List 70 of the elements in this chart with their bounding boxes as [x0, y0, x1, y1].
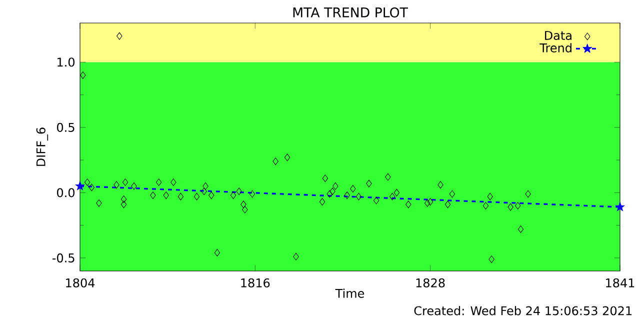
point — [406, 200, 412, 208]
point — [88, 184, 95, 192]
point — [114, 181, 120, 189]
y-axis-title: DIFF_6 — [36, 128, 48, 166]
point — [389, 192, 396, 200]
point — [385, 173, 391, 181]
y-tick-label: 0.5 — [57, 122, 74, 132]
point — [488, 256, 494, 263]
legend-label: Trend — [540, 43, 572, 52]
point — [120, 200, 127, 208]
y-tick-label: -0.5 — [52, 253, 74, 262]
chart-title: MTA TREND PLOT — [293, 7, 408, 18]
point — [438, 181, 444, 189]
point — [202, 182, 208, 190]
point — [444, 200, 451, 208]
point — [356, 192, 362, 200]
point — [427, 198, 434, 206]
point — [508, 203, 514, 211]
point — [201, 188, 207, 196]
point — [150, 192, 156, 200]
point — [242, 206, 248, 214]
point — [366, 180, 372, 188]
point — [236, 188, 242, 196]
point — [249, 190, 256, 198]
point — [514, 202, 521, 210]
point — [116, 32, 122, 40]
x-tick-label: 1816 — [241, 278, 270, 288]
point — [332, 182, 338, 190]
legend-label: Data — [545, 31, 572, 40]
point — [373, 196, 380, 204]
point — [156, 178, 162, 186]
x-axis-title: Time — [335, 288, 364, 298]
point — [120, 195, 127, 203]
point — [449, 190, 456, 198]
point — [487, 192, 493, 200]
point — [170, 178, 176, 186]
point — [344, 192, 350, 200]
point — [84, 178, 90, 186]
point — [326, 190, 332, 198]
point — [482, 202, 489, 210]
text: Created: Wed Feb 24 15:06:53 2021 — [414, 306, 632, 316]
point — [80, 71, 86, 79]
point — [96, 199, 102, 207]
point — [230, 192, 236, 200]
point — [194, 192, 200, 200]
point — [240, 200, 246, 208]
point — [293, 252, 299, 260]
point — [272, 158, 278, 166]
point — [424, 199, 430, 207]
point — [525, 190, 531, 198]
x-tick-label: 1828 — [416, 278, 445, 288]
point — [284, 154, 290, 162]
point — [350, 185, 356, 192]
point — [75, 181, 85, 190]
point — [208, 192, 214, 200]
point — [131, 182, 137, 190]
y-tick-label: 1.0 — [58, 58, 74, 67]
point — [615, 202, 625, 212]
x-tick-label: 1804 — [66, 278, 95, 288]
point — [214, 248, 220, 256]
point — [319, 198, 326, 206]
y-tick-label: 0.0 — [57, 188, 74, 198]
x-tick-label: 1841 — [606, 278, 634, 288]
point — [518, 225, 524, 233]
point — [178, 192, 184, 200]
point — [330, 188, 336, 196]
point — [122, 178, 128, 186]
point — [322, 174, 328, 182]
point — [394, 188, 400, 196]
point — [163, 192, 169, 200]
